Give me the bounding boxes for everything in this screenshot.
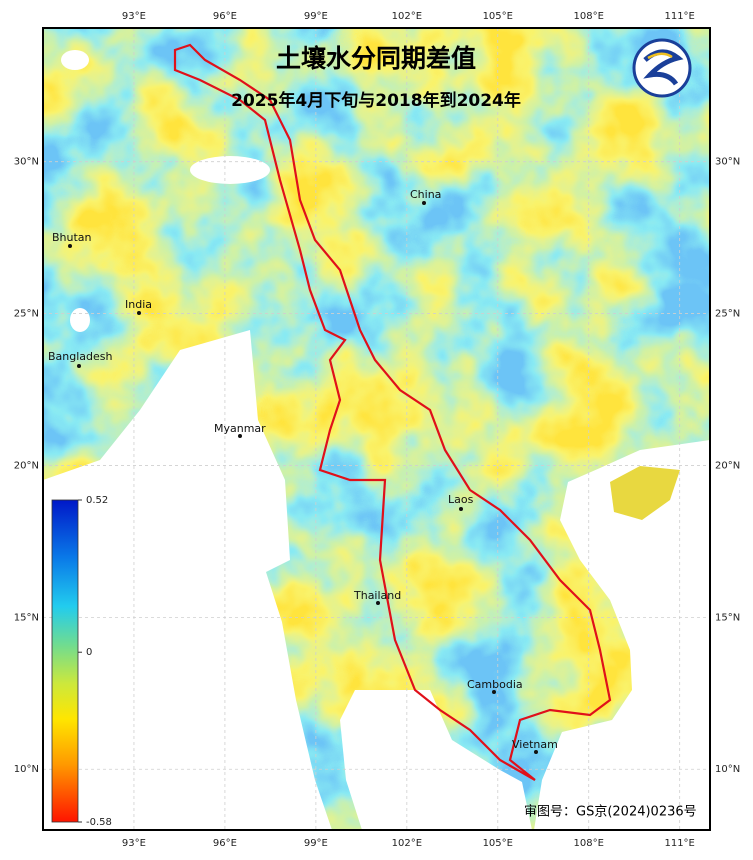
lon-tick-label: 96°E <box>213 838 237 849</box>
place-label: Bangladesh <box>48 350 113 363</box>
lat-tick-label: 20°N <box>14 460 39 471</box>
logo <box>632 38 692 98</box>
lat-tick-label: 10°N <box>715 764 740 775</box>
lon-tick-label: 93°E <box>122 11 146 22</box>
basin-boundary <box>173 43 612 781</box>
approval-number: 审图号：GS京(2024)0236号 <box>524 805 697 820</box>
colorbar <box>51 499 79 823</box>
map-area: China Bhutan India Bangladesh Myanmar Laos Tha… <box>43 28 710 830</box>
place-dot <box>422 201 426 205</box>
lon-tick-label: 99°E <box>304 11 328 22</box>
no-data <box>43 50 710 830</box>
place-label: Thailand <box>353 589 401 602</box>
colorbar-tick-label: 0.52 <box>86 495 108 506</box>
lon-tick-label: 93°E <box>122 838 146 849</box>
place-dot <box>238 434 242 438</box>
place-label: China <box>410 188 441 201</box>
lon-tick-label: 105°E <box>483 11 513 22</box>
subtitle: 2025年4月下旬与2018年到2024年 <box>231 90 521 111</box>
title: 土壤水分同期差值 <box>276 44 476 73</box>
lat-tick-label: 10°N <box>14 764 39 775</box>
lon-tick-label: 105°E <box>483 838 513 849</box>
place-label: Laos <box>448 493 474 506</box>
lat-tick-label: 15°N <box>715 612 740 623</box>
place-label: Bhutan <box>52 231 92 244</box>
lat-tick-label: 20°N <box>715 460 740 471</box>
lon-tick-label: 108°E <box>574 838 604 849</box>
place-label: Cambodia <box>467 678 523 691</box>
lon-tick-label: 111°E <box>664 838 694 849</box>
hainan <box>610 466 680 520</box>
lon-tick-label: 102°E <box>392 11 422 22</box>
lat-tick-label: 25°N <box>715 309 740 320</box>
lon-tick-label: 102°E <box>392 838 422 849</box>
lat-tick-label: 30°N <box>14 157 39 168</box>
colorbar-tick-label: -0.58 <box>86 817 112 828</box>
place-dot <box>534 750 538 754</box>
lon-tick-label: 111°E <box>664 11 694 22</box>
place-dot <box>137 311 141 315</box>
lat-tick-label: 25°N <box>14 309 39 320</box>
colorbar-tick-label: 0 <box>86 647 92 658</box>
lon-tick-label: 108°E <box>574 11 604 22</box>
place-dot <box>68 244 72 248</box>
place-dot <box>459 507 463 511</box>
lon-tick-label: 99°E <box>304 838 328 849</box>
lat-tick-label: 15°N <box>14 612 39 623</box>
map-frame <box>42 27 711 831</box>
place-dot <box>492 690 496 694</box>
place-label: Vietnam <box>512 738 558 751</box>
place-label: Myanmar <box>214 422 266 435</box>
place-label: India <box>125 298 152 311</box>
lat-tick-label: 30°N <box>715 157 740 168</box>
lon-tick-label: 96°E <box>213 11 237 22</box>
place-dot <box>77 364 81 368</box>
place-dot <box>376 601 380 605</box>
